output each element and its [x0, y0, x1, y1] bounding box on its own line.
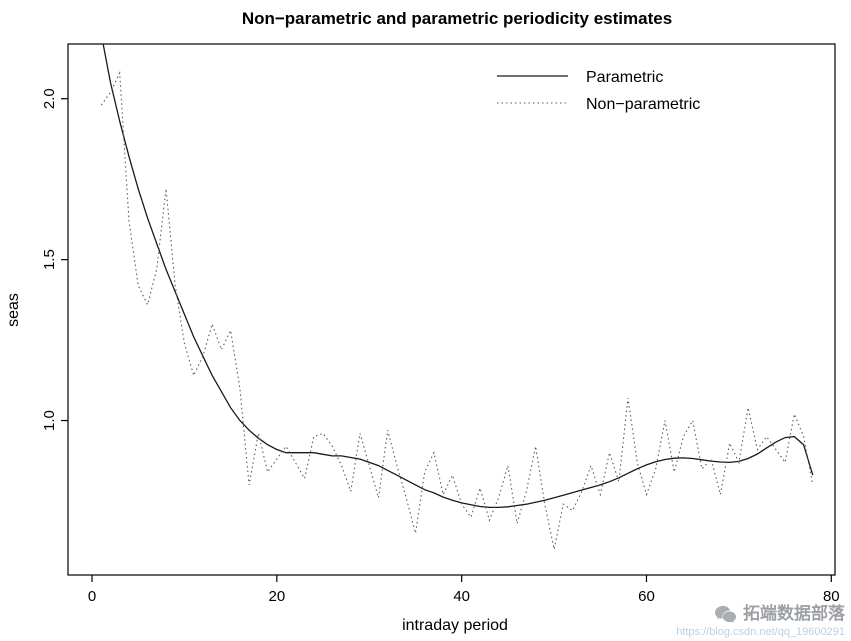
x-tick-label: 80 — [823, 588, 840, 605]
y-tick-label: 1.0 — [41, 410, 58, 431]
series-group — [100, 44, 814, 550]
x-tick-label: 60 — [638, 588, 655, 605]
y-tick-label: 1.5 — [41, 249, 58, 270]
watermark: 拓端数据部落 https://blog.csdn.net/qq_19600291 — [676, 604, 845, 639]
parametric-line — [102, 44, 814, 509]
x-axis-ticks: 0 20 40 60 80 — [88, 575, 840, 605]
x-axis-label: intraday period — [402, 617, 508, 634]
plot-box — [67, 43, 836, 576]
legend: Parametric Non−parametric — [497, 69, 700, 113]
chart-title: Non−parametric and parametric periodicit… — [242, 9, 672, 28]
nonparametric-line — [100, 70, 814, 550]
legend-label-nonparametric: Non−parametric — [586, 96, 700, 113]
wechat-icon — [714, 604, 737, 625]
x-tick-label: 0 — [88, 588, 96, 605]
legend-label-parametric: Parametric — [586, 69, 663, 86]
y-axis-label: seas — [5, 293, 22, 327]
x-tick-label: 40 — [453, 588, 470, 605]
y-axis-ticks: 1.0 1.5 2.0 — [41, 88, 68, 431]
y-tick-label: 2.0 — [41, 88, 58, 109]
x-tick-label: 20 — [269, 588, 286, 605]
watermark-url: https://blog.csdn.net/qq_19600291 — [676, 625, 845, 638]
watermark-brand: 拓端数据部落 — [743, 604, 845, 624]
